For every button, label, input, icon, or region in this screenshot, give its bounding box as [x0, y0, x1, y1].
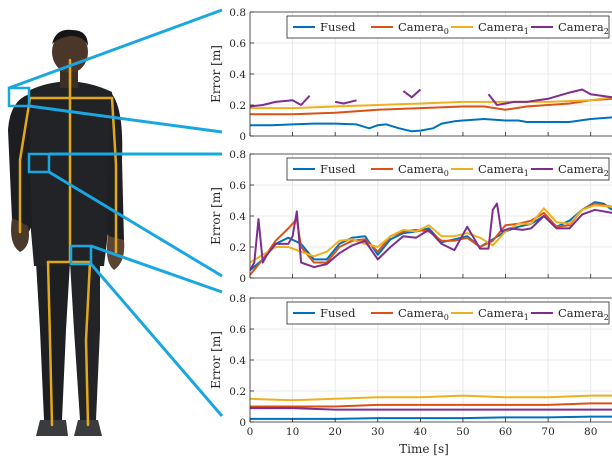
legend-label-subscript: 0 — [444, 169, 449, 178]
legend-label-subscript: 1 — [524, 313, 529, 322]
y-tick-label: 0.2 — [229, 386, 246, 398]
y-tick-label: 0.4 — [229, 211, 246, 223]
y-tick-label: 0.4 — [229, 69, 246, 81]
y-axis-label: Error [m] — [209, 187, 223, 245]
x-tick-label: 40 — [414, 426, 427, 438]
y-tick-label: 0.8 — [229, 293, 246, 305]
legend-box — [286, 157, 610, 181]
callout-box-hip — [69, 244, 93, 266]
x-tick-label: 60 — [499, 426, 512, 438]
series-line-camera0 — [250, 402, 612, 408]
series-line-camera1 — [250, 96, 612, 110]
x-tick-label: 70 — [541, 426, 554, 438]
legend-label-camera1: Camera1 — [478, 306, 529, 322]
y-tick-label: 0.6 — [229, 38, 246, 50]
legend-label-camera2: Camera2 — [558, 306, 609, 322]
y-tick-label: 0.8 — [229, 7, 246, 19]
x-axis-label: Time [s] — [399, 442, 449, 456]
series-line-camera2 — [250, 407, 612, 411]
legend: Fused Camera0 Camera1 Camera2 — [286, 157, 610, 181]
callout-box-head — [7, 86, 31, 108]
legend: Fused Camera0 Camera1 Camera2 — [286, 301, 610, 325]
legend-label-fused: Fused — [320, 306, 356, 320]
y-tick-label: 0.6 — [229, 180, 246, 192]
human-avatar-icon — [7, 8, 224, 436]
y-tick-label: 0 — [239, 273, 246, 285]
legend-label-subscript: 0 — [444, 27, 449, 36]
legend-label-camera1: Camera1 — [478, 20, 529, 36]
chart-panel-1: 0 0.2 0.4 0.6 0.8 Error [m] Fused Camera0 Camera… — [209, 7, 612, 143]
avatar-hair — [52, 29, 88, 46]
legend-label-subscript: 2 — [604, 27, 609, 36]
callout-box-elbow — [27, 152, 51, 174]
chart-panel-2: 0 0.2 0.4 0.6 0.8 Error [m] Fused Camera0 Camera… — [209, 149, 612, 285]
series-line-camera2 — [250, 88, 612, 108]
skeleton-left-leg — [46, 260, 54, 427]
x-tick-label: 80 — [584, 426, 597, 438]
y-tick-label: 0.8 — [229, 149, 246, 161]
callout-line-1a — [8, 8, 223, 90]
series-line-camera2 — [250, 202, 612, 271]
y-tick-label: 0 — [239, 417, 246, 429]
x-tick-label: 10 — [286, 426, 299, 438]
avatar-left-leg — [36, 262, 70, 420]
y-tick-label: 0.2 — [229, 100, 246, 112]
x-tick-label: 50 — [456, 426, 469, 438]
legend-label-camera2: Camera2 — [558, 162, 609, 178]
legend-label-subscript: 1 — [524, 169, 529, 178]
y-axis-label: Error [m] — [209, 45, 223, 103]
y-tick-label: 0.2 — [229, 242, 246, 254]
y-axis-label: Error [m] — [209, 331, 223, 389]
legend-label-camera1: Camera1 — [478, 162, 529, 178]
x-tick-label: 30 — [371, 426, 384, 438]
skeleton-right-arm — [110, 96, 118, 254]
legend-label-camera0: Camera0 — [398, 162, 449, 178]
y-tick-label: 0.6 — [229, 324, 246, 336]
x-tick-label: 20 — [328, 426, 341, 438]
skeleton-right-leg — [84, 260, 92, 427]
callout-lines — [8, 8, 224, 417]
legend-label-subscript: 0 — [444, 313, 449, 322]
legend-box — [286, 301, 610, 325]
legend-box — [286, 15, 610, 39]
legend-label-subscript: 1 — [524, 27, 529, 36]
legend: Fused Camera0 Camera1 Camera2 — [286, 15, 610, 39]
avatar-left-shoe — [36, 420, 68, 436]
callout-line-2b — [48, 170, 223, 278]
y-tick-label: 0.4 — [229, 355, 246, 367]
legend-label-camera2: Camera2 — [558, 20, 609, 36]
series-line-fused — [250, 415, 612, 420]
legend-label-camera0: Camera0 — [398, 20, 449, 36]
legend-label-camera0: Camera0 — [398, 306, 449, 322]
legend-label-fused: Fused — [320, 20, 356, 34]
series-line-camera1 — [250, 204, 612, 264]
avatar-left-hand — [11, 218, 29, 252]
charts-container: 0 0.2 0.4 0.6 0.8 Error [m] Fused Camera0 Camera… — [209, 7, 612, 438]
callout-line-1b — [28, 104, 223, 134]
series-line-camera1 — [250, 394, 612, 402]
series-line-fused — [250, 116, 612, 133]
series-line-camera0 — [250, 97, 612, 116]
callout-line-3b — [89, 263, 224, 417]
legend-label-subscript: 2 — [604, 169, 609, 178]
y-tick-label: 0 — [239, 131, 246, 143]
x-tick-label: 0 — [247, 426, 254, 438]
skeleton-left-arm — [18, 96, 32, 234]
legend-label-subscript: 2 — [604, 313, 609, 322]
legend-label-fused: Fused — [320, 162, 356, 176]
avatar-right-shoe — [74, 420, 102, 436]
callout-line-3a — [90, 244, 223, 294]
